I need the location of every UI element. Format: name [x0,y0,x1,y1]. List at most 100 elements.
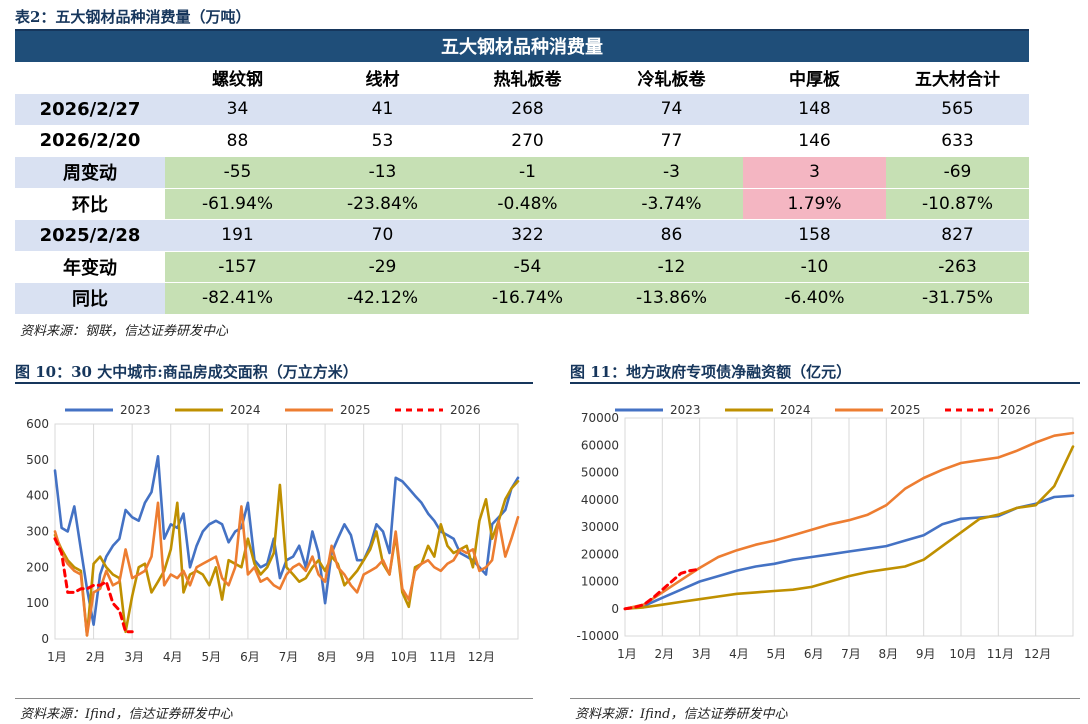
row-label: 年变动 [15,251,165,283]
legend-label-2023: 2023 [120,403,151,417]
special-bond-chart: -10000 0 10000 20000 30000 40000 50000 60000 700… [576,403,1075,661]
x-tick-label: 1月 [617,647,637,661]
table-cell: 74 [600,93,743,126]
table-cell: 148 [743,93,886,126]
legend-label-2026: 2026 [1000,403,1031,417]
series-line-2024 [53,480,520,637]
row-label: 环比 [15,188,165,220]
table-cell: -61.94% [165,188,310,220]
series-line-2026 [53,537,134,634]
y-tick-label: 30000 [581,520,619,534]
table-cell: 88 [165,125,310,157]
x-tick-label: 3月 [124,650,144,664]
table-cell: 41 [310,93,455,126]
table-cell: -6.40% [743,282,886,315]
y-tick-label: 600 [26,417,49,431]
column-header-row: 螺纹钢 线材 热轧板卷 冷轧板卷 中厚板 五大材合计 [15,62,1030,94]
table-cell: 70 [310,219,455,252]
column-header: 五大材合计 [886,62,1030,94]
table-cell: -10.87% [886,188,1030,220]
y-tick-label: 0 [611,602,619,616]
x-tick-label: 7月 [841,647,861,661]
table-row: 年变动 -157 -29 -54 -12 -10 -263 [15,251,1030,283]
table-row: 同比 -82.41% -42.12% -16.74% -13.86% -6.40% -31.… [15,282,1030,315]
table-cell: 53 [310,125,455,157]
y-tick-label: 10000 [581,575,619,589]
x-tick-label: 7月 [279,650,299,664]
table-cell: -42.12% [310,282,455,315]
fig10-divider [15,382,533,384]
y-tick-label: 500 [26,453,49,467]
row-label: 同比 [15,282,165,315]
table-cell: -55 [165,156,310,189]
x-tick-label: 2月 [655,647,675,661]
table-cell: -13 [310,156,455,189]
table-cell: -157 [165,251,310,283]
table-cell: -3 [600,156,743,189]
x-tick-label: 12月 [1024,647,1051,661]
x-tick-label: 3月 [692,647,712,661]
series-line-2025 [53,501,520,637]
table-source: 资料来源：钢联，信达证券研发中心 [20,324,229,339]
fig10-source: 资料来源：Ifind，信达证券研发中心 [20,707,233,722]
column-header [15,62,165,94]
table-caption: 表2：五大钢材品种消费量（万吨） [15,8,251,26]
table-cell: 322 [455,219,600,252]
x-tick-label: 2月 [86,650,106,664]
x-tick-label: 4月 [163,650,183,664]
column-header: 螺纹钢 [165,62,310,94]
table-row: 环比 -61.94% -23.84% -0.48% -3.74% 1.79% -10.87% [15,188,1030,220]
column-header: 线材 [310,62,455,94]
table-cell: 34 [165,93,310,126]
x-tick-label: 6月 [240,650,260,664]
table-cell: 268 [455,93,600,126]
fig10-bottom-divider [15,698,533,699]
x-tick-label: 11月 [429,650,456,664]
table-cell: 633 [886,125,1030,157]
fig11-bottom-divider [570,698,1080,699]
series-line-2024 [623,445,1075,611]
x-tick-label: 10月 [949,647,976,661]
table-cell: -54 [455,251,600,283]
table-cell: 77 [600,125,743,157]
x-tick-label: 9月 [916,647,936,661]
table-cell: -23.84% [310,188,455,220]
table-cell: -13.86% [600,282,743,315]
legend-label-2023: 2023 [670,403,701,417]
fig10-caption: 图 10：30 大中城市:商品房成交面积（万立方米） [15,363,358,381]
table-cell: -16.74% [455,282,600,315]
x-tick-label: 8月 [317,650,337,664]
row-label: 2026/2/27 [15,93,165,126]
table-cell: 3 [743,156,886,189]
table-cell: 565 [886,93,1030,126]
housing-sales-chart: 0 100 200 300 400 500 600 1月 2月 3月 4月 5月 6月 7月 8月 9月 10月… [26,403,520,664]
legend-label-2026: 2026 [450,403,481,417]
column-header: 热轧板卷 [455,62,600,94]
table-row: 2026/2/20 88 53 270 77 146 633 [15,125,1030,157]
table-cell: -10 [743,251,886,283]
table-cell: -29 [310,251,455,283]
table-cell: -0.48% [455,188,600,220]
table-row: 2026/2/27 34 41 268 74 148 565 [15,93,1030,126]
y-tick-label: 70000 [581,411,619,425]
x-tick-label: 5月 [767,647,787,661]
series-line-2026 [623,567,702,611]
legend-label-2025: 2025 [890,403,921,417]
table-cell: -3.74% [600,188,743,220]
series-line-2023 [623,494,1075,611]
y-tick-label: 60000 [581,438,619,452]
fig11-caption: 图 11：地方政府专项债净融资额（亿元） [570,363,852,381]
y-tick-label: -10000 [576,629,619,643]
fig11-source: 资料来源：Ifind，信达证券研发中心 [575,707,788,722]
x-tick-label: 5月 [202,650,222,664]
table-cell: 146 [743,125,886,157]
table-cell: 158 [743,219,886,252]
y-tick-label: 40000 [581,493,619,507]
y-tick-label: 20000 [581,547,619,561]
caption-divider [15,29,1029,31]
table-header: 五大钢材品种消费量 [15,31,1030,63]
y-tick-label: 400 [26,489,49,503]
y-tick-label: 50000 [581,466,619,480]
table-row: 2025/2/28 191 70 322 86 158 827 [15,219,1030,252]
table-cell: -12 [600,251,743,283]
